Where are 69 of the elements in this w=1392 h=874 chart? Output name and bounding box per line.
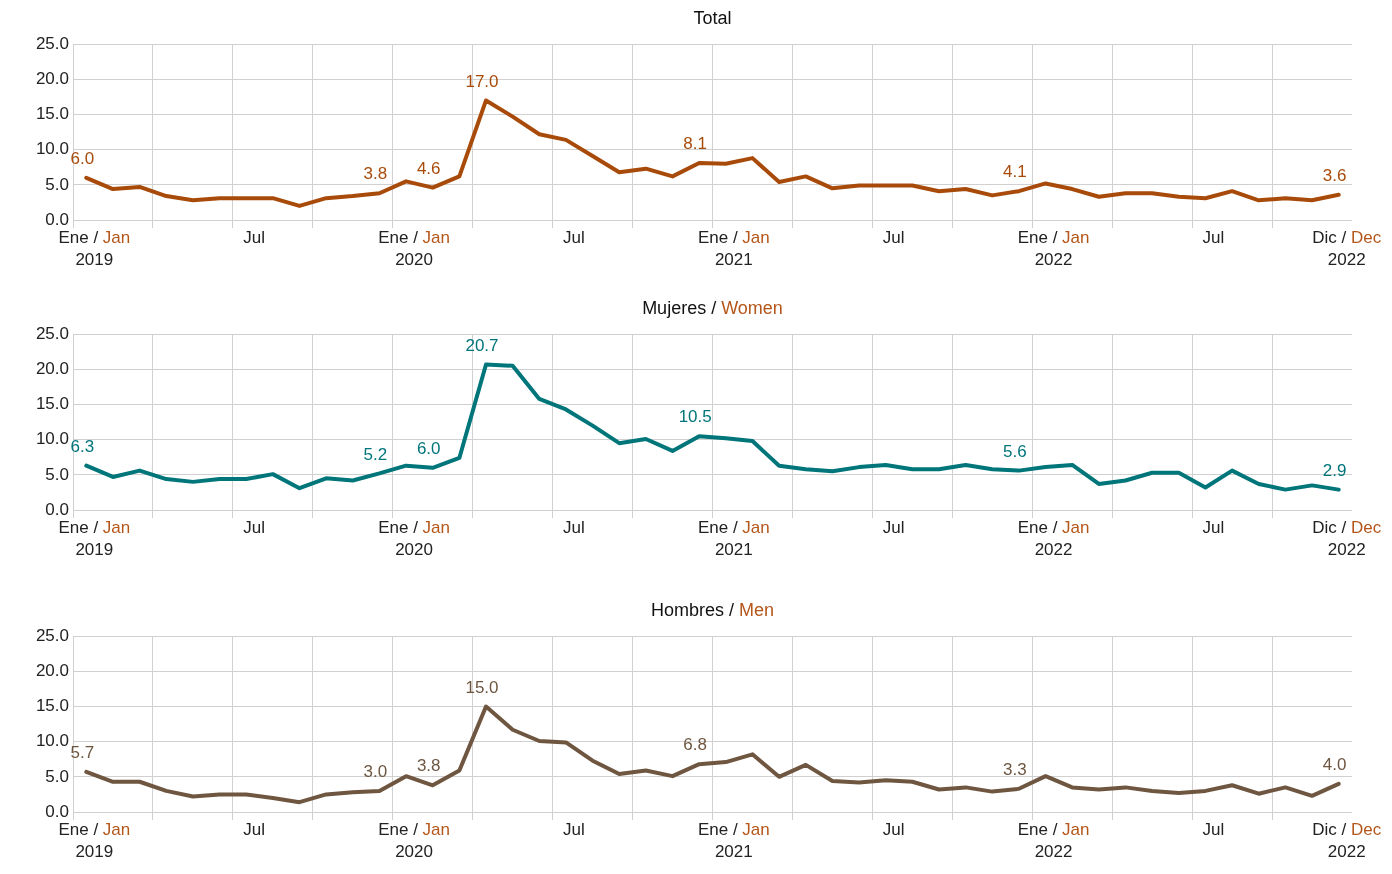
y-tick-label: 20.0 [35, 359, 69, 379]
x-tick-label: Dic / Dec 2022 [1312, 518, 1382, 560]
x-tick-label: Dic / Dec 2022 [1312, 820, 1382, 862]
x-tick-label: Jul [1202, 228, 1225, 248]
data-label: 15.0 [465, 677, 499, 697]
x-tick-label: Jul [563, 228, 585, 248]
data-label: 2.9 [1322, 460, 1347, 480]
data-label: 3.6 [1322, 165, 1347, 185]
x-tick-label: Ene / Jan 2020 [378, 518, 450, 560]
data-label: 3.0 [363, 762, 388, 782]
x-tick-label: Jul [563, 820, 585, 840]
y-tick-label: 15.0 [35, 394, 69, 414]
data-label: 10.5 [678, 407, 712, 427]
x-tick-label: Ene / Jan 2022 [1017, 518, 1090, 560]
data-label: 20.7 [465, 335, 499, 355]
x-tick-label: Ene / Jan 2020 [378, 820, 450, 862]
y-tick-label: 20.0 [35, 69, 69, 89]
y-tick-label: 5.0 [45, 174, 69, 194]
y-tick-label: 5.0 [45, 464, 69, 484]
y-tick-label: 25.0 [35, 625, 69, 645]
data-label: 4.1 [1003, 162, 1027, 182]
data-label: 5.6 [1003, 441, 1027, 461]
x-tick-label: Ene / Jan 2019 [58, 228, 131, 270]
data-label: 17.0 [465, 71, 499, 91]
x-tick-label: Dic / Dec 2022 [1312, 228, 1382, 270]
data-label: 5.2 [363, 444, 388, 464]
x-tick-label: Jul [563, 518, 585, 538]
chart-title: Hombres / Men [650, 600, 775, 620]
chart-title: Mujeres / Women [642, 298, 783, 318]
x-tick-label: Jul [882, 228, 905, 248]
data-label: 6.8 [683, 735, 707, 755]
x-tick-label: Ene / Jan 2022 [1017, 820, 1090, 862]
y-tick-label: 15.0 [35, 696, 69, 716]
y-tick-label: 0.0 [45, 209, 69, 229]
x-tick-label: Ene / Jan 2021 [697, 820, 770, 862]
x-tick-label: Ene / Jan 2021 [697, 518, 770, 560]
y-tick-label: 15.0 [35, 104, 69, 124]
chart-title: Total [693, 8, 732, 28]
data-label: 6.3 [70, 436, 95, 456]
y-tick-label: 10.0 [35, 429, 69, 449]
y-tick-label: 10.0 [35, 139, 69, 159]
data-label: 8.1 [683, 134, 707, 154]
data-label: 3.8 [363, 164, 388, 184]
data-label: 5.7 [70, 743, 95, 763]
y-tick-label: 5.0 [45, 766, 69, 786]
x-tick-label: Jul [243, 820, 266, 840]
data-label: 6.0 [416, 439, 441, 458]
data-label: 4.0 [1322, 755, 1347, 775]
x-tick-label: Jul [1202, 820, 1225, 840]
x-tick-label: Ene / Jan 2020 [378, 228, 450, 270]
x-tick-label: Ene / Jan 2021 [697, 228, 770, 270]
y-tick-label: 25.0 [35, 33, 69, 53]
x-tick-label: Ene / Jan 2019 [58, 518, 131, 560]
y-tick-label: 20.0 [35, 661, 69, 681]
y-tick-label: 25.0 [35, 323, 69, 343]
y-tick-label: 0.0 [45, 499, 69, 519]
data-label: 4.6 [416, 158, 441, 178]
x-tick-label: Jul [882, 820, 905, 840]
x-tick-label: Jul [243, 228, 266, 248]
data-label: 3.3 [1003, 759, 1027, 779]
x-tick-label: Ene / Jan 2022 [1017, 228, 1090, 270]
data-label: 6.0 [70, 149, 95, 168]
y-tick-label: 0.0 [45, 801, 69, 821]
x-tick-label: Jul [243, 518, 266, 538]
x-tick-label: Jul [882, 518, 905, 538]
y-tick-label: 10.0 [35, 731, 69, 751]
x-tick-label: Ene / Jan 2019 [58, 820, 131, 862]
data-label: 3.8 [416, 756, 441, 776]
x-tick-label: Jul [1202, 518, 1225, 538]
